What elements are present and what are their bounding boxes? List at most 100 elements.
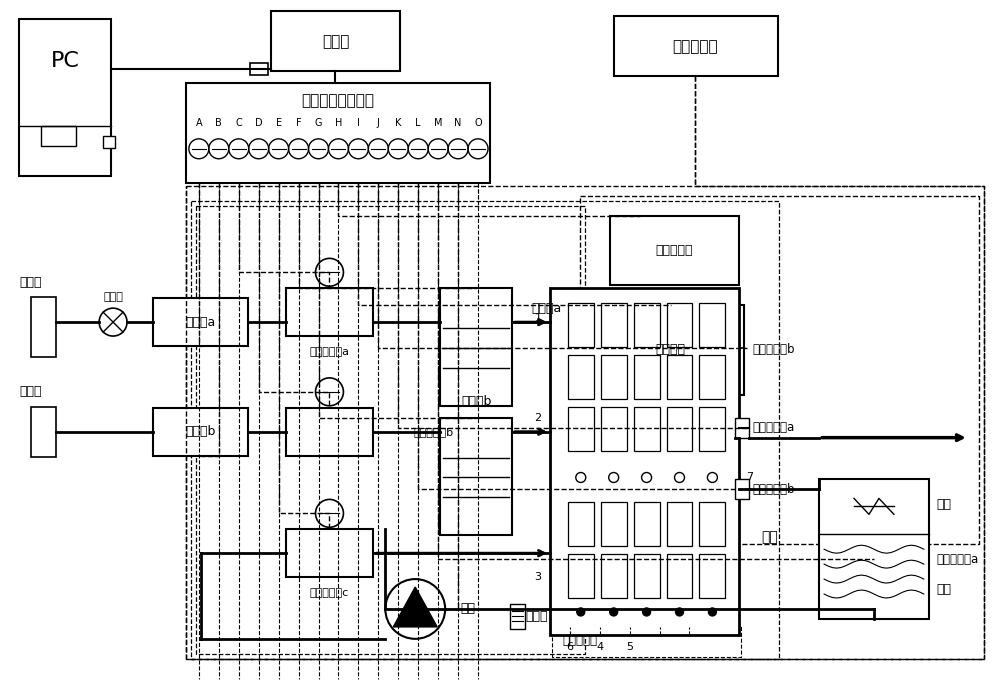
Text: 3: 3 <box>534 572 541 582</box>
Text: PC: PC <box>51 51 80 71</box>
Text: 1: 1 <box>534 313 541 323</box>
Text: 数据采集控制通道: 数据采集控制通道 <box>301 94 374 108</box>
Bar <box>440 418 512 535</box>
Text: 电磁流量计a: 电磁流量计a <box>309 347 349 357</box>
Text: 增湿器a: 增湿器a <box>532 302 562 315</box>
Text: F: F <box>296 118 301 128</box>
Text: I: I <box>357 118 360 128</box>
Text: K: K <box>395 118 401 128</box>
Text: 电磁阀b: 电磁阀b <box>185 425 216 438</box>
Bar <box>735 418 749 438</box>
Text: 压缩机: 压缩机 <box>19 385 42 398</box>
Text: 氢气探测器: 氢气探测器 <box>673 38 718 54</box>
Bar <box>550 288 739 635</box>
Bar <box>699 554 725 598</box>
Text: 比例调节阀b: 比例调节阀b <box>752 483 795 496</box>
Bar <box>568 303 594 347</box>
Text: 阻抗测试件: 阻抗测试件 <box>656 244 693 257</box>
Bar <box>580 196 979 545</box>
Bar <box>601 355 627 399</box>
Text: 电磁流量计b: 电磁流量计b <box>413 426 453 437</box>
Text: 温度传感器b: 温度传感器b <box>752 343 795 356</box>
Text: 7: 7 <box>746 473 753 482</box>
Bar <box>667 503 692 546</box>
Bar <box>699 407 725 451</box>
Bar <box>667 303 692 347</box>
Text: 电磁阀a: 电磁阀a <box>185 316 215 329</box>
Bar <box>634 503 660 546</box>
Bar <box>667 407 692 451</box>
Circle shape <box>676 608 683 616</box>
Text: A: A <box>196 118 202 128</box>
Bar <box>634 355 660 399</box>
Bar <box>191 201 779 658</box>
Bar <box>196 206 585 654</box>
Text: C: C <box>235 118 242 128</box>
Bar <box>286 529 373 577</box>
Bar <box>250 63 268 75</box>
Bar <box>510 604 525 629</box>
Text: E: E <box>276 118 282 128</box>
Text: 减压阀: 减压阀 <box>103 292 123 302</box>
Bar <box>699 303 725 347</box>
Bar <box>186 186 984 658</box>
Bar <box>699 355 725 399</box>
Bar <box>271 11 400 71</box>
Text: 控制器: 控制器 <box>322 34 349 49</box>
Text: O: O <box>474 118 482 128</box>
Bar <box>568 355 594 399</box>
Polygon shape <box>393 587 437 627</box>
Bar <box>667 355 692 399</box>
Bar <box>699 503 725 546</box>
Bar <box>634 303 660 347</box>
Bar <box>819 480 929 619</box>
Text: G: G <box>315 118 322 128</box>
Text: 6: 6 <box>566 642 573 651</box>
Text: L: L <box>415 118 421 128</box>
Bar <box>568 407 594 451</box>
Circle shape <box>610 608 618 616</box>
Text: 氢气瓶: 氢气瓶 <box>19 276 42 289</box>
Bar <box>735 480 749 499</box>
Text: 4: 4 <box>596 642 603 651</box>
Bar <box>286 408 373 456</box>
Bar <box>568 503 594 546</box>
Text: 电子负载: 电子负载 <box>656 343 686 356</box>
Bar <box>634 407 660 451</box>
Text: 5: 5 <box>626 642 633 651</box>
Bar <box>601 407 627 451</box>
Circle shape <box>643 608 651 616</box>
Text: 2: 2 <box>534 412 541 423</box>
Text: 电热棒: 电热棒 <box>525 610 547 624</box>
Circle shape <box>708 608 716 616</box>
Text: D: D <box>255 118 262 128</box>
Text: 增湿器b: 增湿器b <box>461 396 491 408</box>
Text: H: H <box>335 118 342 128</box>
Bar <box>610 215 739 285</box>
Bar <box>597 305 744 395</box>
Text: 温度传感器a: 温度传感器a <box>937 553 979 565</box>
Bar <box>286 288 373 336</box>
Bar <box>153 408 248 456</box>
Bar <box>601 554 627 598</box>
Text: J: J <box>377 118 380 128</box>
Text: 电堆: 电堆 <box>761 531 778 545</box>
Text: 水泵: 水泵 <box>460 603 475 615</box>
Bar <box>103 136 115 147</box>
Text: 比例调节阀a: 比例调节阀a <box>752 421 795 434</box>
Bar <box>31 407 56 456</box>
Bar <box>634 554 660 598</box>
Text: 电压变送器: 电压变送器 <box>562 634 597 647</box>
Text: B: B <box>215 118 222 128</box>
Circle shape <box>577 608 585 616</box>
Bar <box>186 83 490 182</box>
Bar <box>31 297 56 357</box>
Text: 水筒: 水筒 <box>937 582 952 596</box>
Text: M: M <box>434 118 442 128</box>
Text: 风扇: 风扇 <box>937 498 952 511</box>
Bar <box>601 503 627 546</box>
Bar <box>601 303 627 347</box>
Text: 电磁流量计c: 电磁流量计c <box>310 588 349 598</box>
Bar <box>568 554 594 598</box>
Bar <box>19 20 111 175</box>
